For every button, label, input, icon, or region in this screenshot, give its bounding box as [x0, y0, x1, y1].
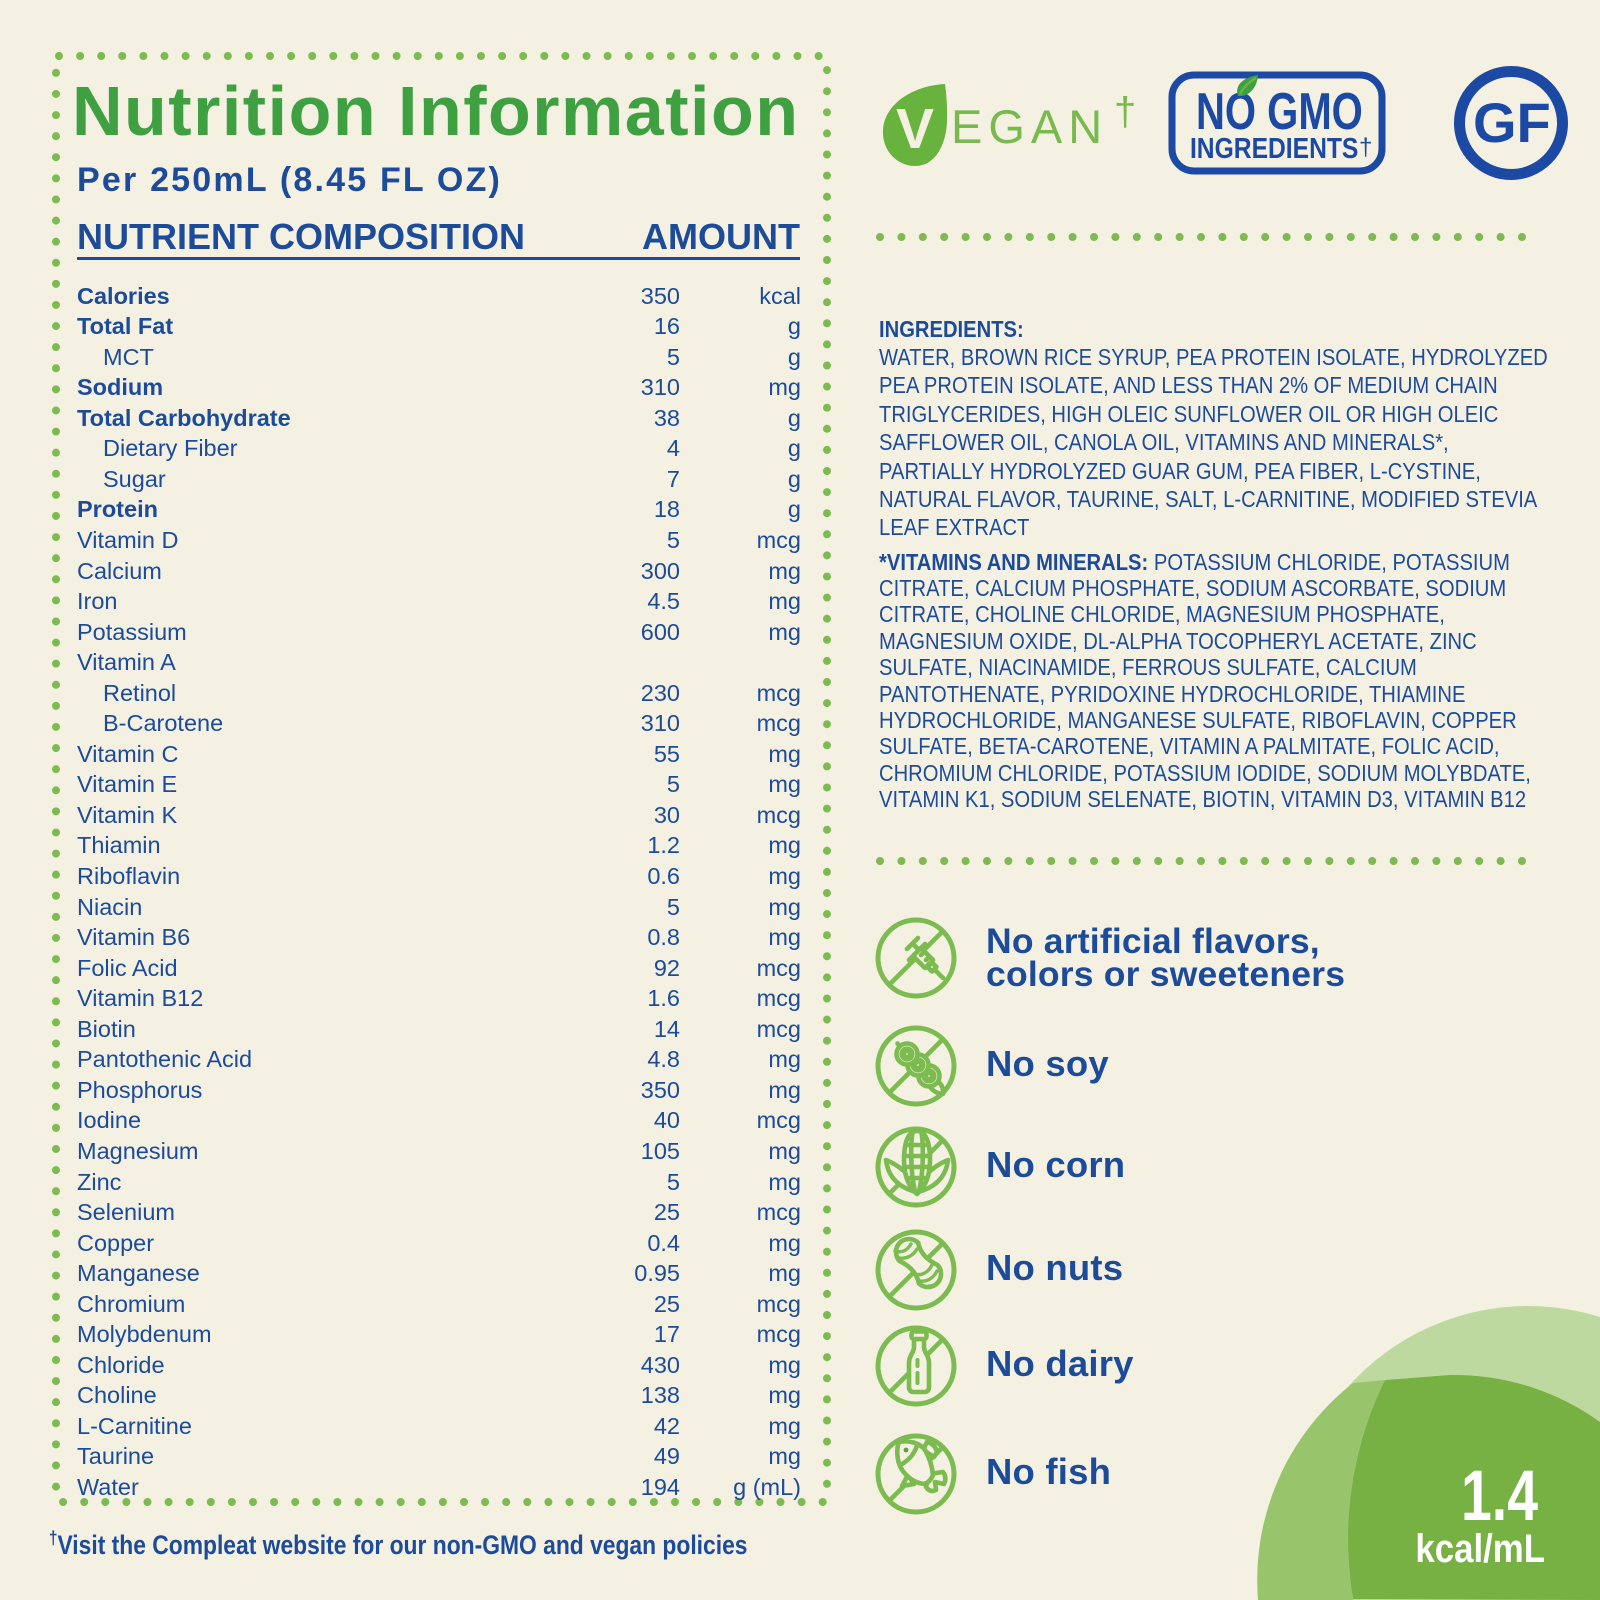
svg-text:†: † [1114, 90, 1136, 134]
svg-text:NO GMO: NO GMO [1196, 82, 1363, 140]
svg-text:INGREDIENTS: INGREDIENTS [1190, 132, 1358, 164]
svg-text:EGAN: EGAN [951, 100, 1108, 153]
svg-text:†: † [1359, 134, 1372, 161]
svg-text:GF: GF [1473, 91, 1551, 154]
svg-text:V: V [896, 97, 934, 161]
